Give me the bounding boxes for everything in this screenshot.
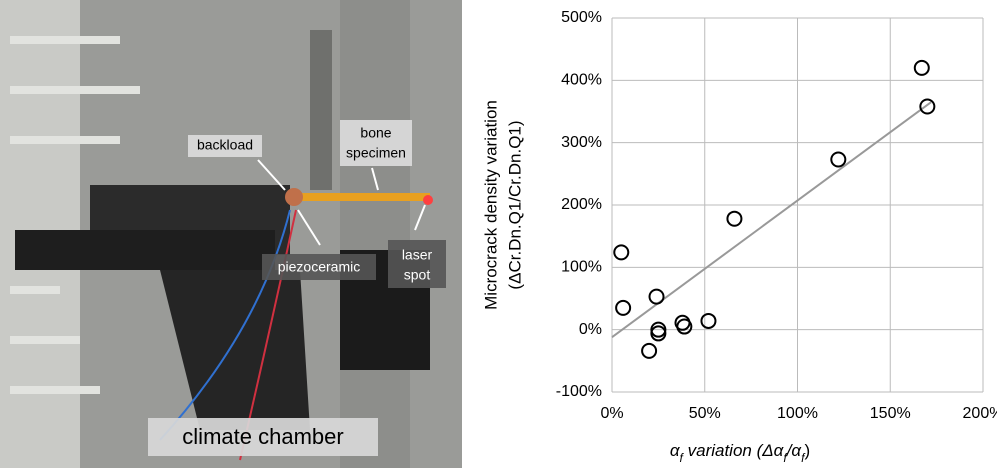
point: [614, 245, 628, 259]
y-tick-label: 0%: [579, 321, 602, 338]
bone-specimen: [296, 193, 430, 201]
y-axis-label: Microcrack density variation: [481, 100, 500, 310]
piezo-disk: [285, 188, 303, 206]
point: [650, 290, 664, 304]
label: climate chamber: [182, 424, 343, 449]
chart: αf variation (Δαf/αf) -100% 0% 100% 200% 300…: [481, 9, 997, 465]
point: [616, 301, 630, 315]
y-tick-label: 500%: [561, 9, 602, 26]
y-axis-label: (ΔCr.Dn.Q1/Cr.Dn.Q1): [505, 120, 524, 289]
x-tick-label: 0%: [600, 405, 623, 422]
x-tick-label: 50%: [689, 405, 721, 422]
point: [915, 61, 929, 75]
y-tick-label: 200%: [561, 196, 602, 213]
x-tick-label: 200%: [963, 405, 997, 422]
point: [831, 152, 845, 166]
photo: backload bone specimen piezoceramic lase…: [0, 0, 462, 468]
label: spot: [404, 267, 431, 283]
y-tick-label: 400%: [561, 72, 602, 89]
x-axis-label-part: /α: [786, 441, 803, 460]
label: laser: [402, 247, 433, 263]
y-tick-label: 300%: [561, 134, 602, 151]
rod: [310, 30, 332, 190]
figure: backload bone specimen piezoceramic lase…: [0, 0, 997, 468]
point: [727, 212, 741, 226]
y-tick-label: 100%: [561, 259, 602, 276]
label: piezoceramic: [278, 259, 360, 275]
x-tick-label: 150%: [870, 405, 911, 422]
plate: [15, 230, 275, 270]
point: [920, 100, 934, 114]
x-axis-label: αf variation (Δαf/αf): [670, 441, 810, 465]
point: [701, 314, 715, 328]
label: bone: [360, 125, 391, 141]
y-tick-label: -100%: [556, 383, 602, 400]
label: backload: [197, 137, 253, 153]
point: [642, 344, 656, 358]
label: specimen: [346, 145, 406, 161]
x-axis-label-part: variation (Δα: [683, 441, 785, 460]
x-axis-label-part: ): [804, 441, 810, 460]
x-tick-label: 100%: [777, 405, 818, 422]
post: [340, 0, 410, 468]
laser-dot: [423, 195, 433, 205]
